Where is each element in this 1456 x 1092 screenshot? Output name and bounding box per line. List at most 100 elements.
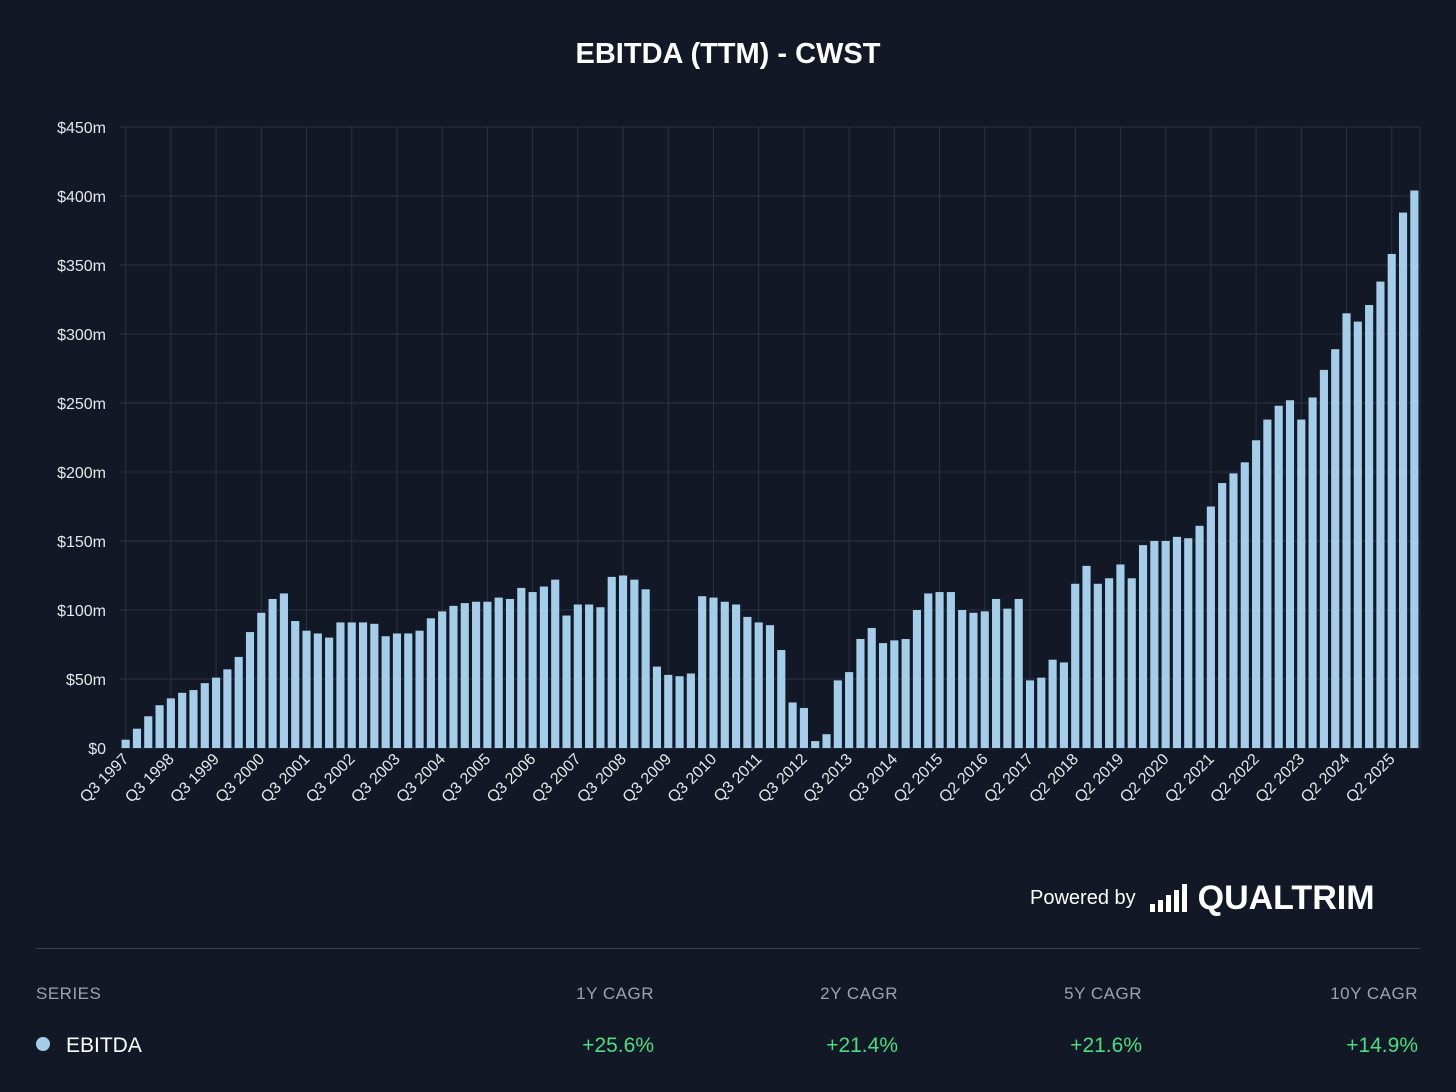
bar bbox=[1218, 483, 1227, 748]
bar bbox=[1105, 578, 1114, 748]
x-tick-label: Q3 1998 bbox=[122, 751, 177, 806]
series-name: EBITDA bbox=[66, 1034, 142, 1057]
bar bbox=[652, 666, 662, 748]
x-tick-label: Q3 2000 bbox=[213, 751, 268, 806]
bar bbox=[1014, 598, 1023, 748]
bar bbox=[811, 741, 820, 748]
bar bbox=[867, 627, 876, 748]
y-tick-label: $100m bbox=[57, 603, 106, 620]
bar bbox=[709, 597, 718, 748]
bar bbox=[845, 672, 854, 748]
x-tick-label: Q3 2001 bbox=[258, 751, 313, 806]
header-10y-cagr: 10Y CAGR bbox=[1330, 984, 1418, 1003]
bar bbox=[607, 576, 616, 748]
bar bbox=[268, 598, 277, 748]
x-tick-label: Q2 2015 bbox=[891, 751, 946, 806]
bar bbox=[1184, 538, 1193, 748]
bar bbox=[505, 598, 515, 748]
x-tick-label: Q2 2023 bbox=[1253, 751, 1308, 806]
bar bbox=[472, 601, 481, 748]
bar bbox=[1003, 608, 1012, 748]
y-tick-label: $50m bbox=[66, 672, 106, 689]
bar bbox=[1342, 313, 1351, 748]
bar bbox=[426, 618, 435, 748]
bar bbox=[189, 690, 198, 748]
x-tick-label: Q3 2013 bbox=[801, 751, 856, 806]
bar bbox=[754, 622, 763, 748]
x-tick-label: Q3 2002 bbox=[303, 751, 358, 806]
header-2y-cagr: 2Y CAGR bbox=[820, 984, 898, 1003]
bar bbox=[223, 669, 232, 748]
bar bbox=[573, 604, 582, 748]
x-tick-label: Q2 2021 bbox=[1162, 751, 1217, 806]
x-tick-label: Q3 2004 bbox=[394, 751, 449, 806]
bar bbox=[799, 707, 808, 748]
y-tick-label: $200m bbox=[57, 465, 106, 482]
bar bbox=[313, 633, 322, 748]
bar bbox=[833, 680, 842, 748]
bar bbox=[370, 623, 379, 748]
x-tick-label: Q3 1999 bbox=[167, 751, 222, 806]
x-tick-label: Q2 2017 bbox=[981, 751, 1036, 806]
bar bbox=[1172, 536, 1182, 748]
bar bbox=[1252, 440, 1261, 748]
series-name-cell: EBITDA bbox=[36, 1034, 142, 1058]
bar bbox=[788, 702, 797, 748]
bar bbox=[1025, 680, 1035, 748]
bar bbox=[381, 636, 390, 748]
bar bbox=[392, 633, 402, 748]
qualtrim-logo: QUALTRIM bbox=[1197, 878, 1375, 917]
bar bbox=[1297, 419, 1306, 748]
bar bbox=[528, 592, 537, 748]
bar bbox=[1365, 305, 1374, 748]
bar bbox=[1240, 462, 1249, 748]
bar bbox=[1037, 677, 1046, 748]
bar bbox=[596, 607, 605, 748]
bar bbox=[878, 643, 888, 748]
x-tick-label: Q3 2006 bbox=[484, 751, 539, 806]
bar bbox=[969, 612, 978, 748]
cagr-1y-value: +25.6% bbox=[582, 1034, 654, 1057]
bar bbox=[1263, 419, 1272, 748]
bar bbox=[992, 598, 1001, 748]
bar bbox=[980, 611, 989, 748]
bar bbox=[539, 586, 548, 748]
bar bbox=[1048, 659, 1057, 748]
bar bbox=[1093, 583, 1102, 748]
x-tick-label: Q3 2003 bbox=[348, 751, 403, 806]
bar bbox=[856, 638, 865, 748]
y-tick-label: $300m bbox=[57, 327, 106, 344]
bar bbox=[732, 604, 741, 748]
bar bbox=[924, 593, 933, 748]
bar bbox=[901, 638, 910, 748]
bar bbox=[178, 692, 187, 748]
ebitda-bar-chart: $0 $50m $100m $150m $200m $250m $300m $350m $400… bbox=[57, 120, 1421, 806]
bar bbox=[1161, 541, 1170, 748]
header-1y-cagr: 1Y CAGR bbox=[576, 984, 654, 1003]
bar bbox=[664, 674, 673, 748]
y-tick-label: $450m bbox=[57, 120, 106, 137]
bar bbox=[494, 597, 503, 748]
bar bbox=[1116, 564, 1125, 748]
x-tick-label: Q3 2007 bbox=[529, 751, 584, 806]
bar bbox=[245, 632, 255, 748]
bar bbox=[234, 656, 243, 748]
y-tick-label: $150m bbox=[57, 534, 106, 551]
x-tick-label: Q2 2025 bbox=[1343, 751, 1398, 806]
cagr-10y-value: +14.9% bbox=[1346, 1034, 1418, 1057]
bar bbox=[1274, 405, 1283, 748]
bar bbox=[347, 622, 356, 748]
header-5y-cagr: 5Y CAGR bbox=[1064, 984, 1142, 1003]
powered-by-label: Powered by bbox=[1030, 886, 1136, 909]
bar bbox=[358, 622, 368, 748]
bar bbox=[675, 676, 684, 748]
bar bbox=[336, 622, 345, 748]
bar bbox=[517, 587, 526, 748]
bar bbox=[1319, 369, 1328, 748]
bar bbox=[121, 739, 130, 748]
bar bbox=[155, 705, 164, 748]
bar bbox=[404, 633, 413, 748]
cagr-5y-value: +21.6% bbox=[1070, 1034, 1142, 1057]
bar bbox=[551, 579, 560, 748]
bar bbox=[630, 579, 639, 748]
